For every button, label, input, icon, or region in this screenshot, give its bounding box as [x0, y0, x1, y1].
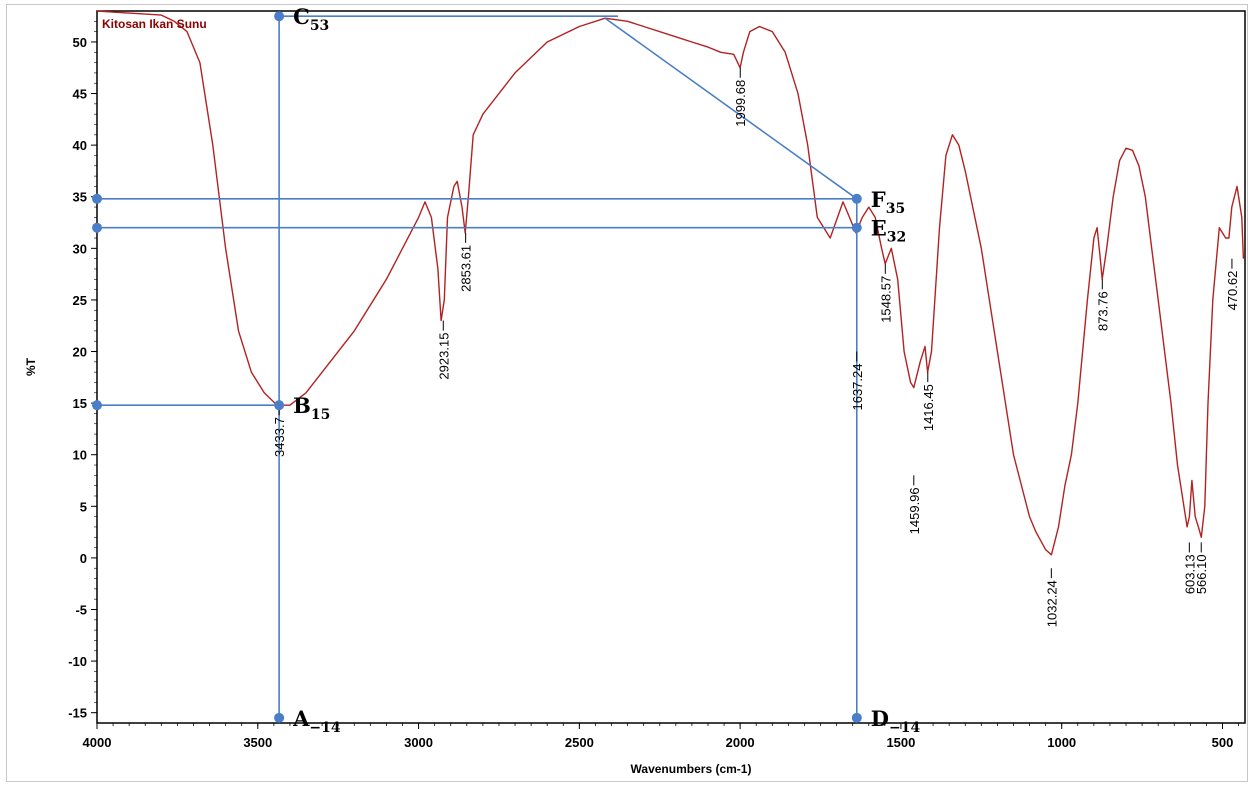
left-axis-marker — [92, 193, 102, 204]
peak-label: 3433.7 — [272, 417, 287, 457]
annotation-label-e: E32 — [871, 216, 907, 246]
y-tick-label: 30 — [73, 241, 87, 256]
annotation-subscript: −14 — [889, 720, 920, 736]
y-tick-label: 0 — [80, 551, 87, 566]
peak-label: 470.62 — [1225, 271, 1240, 311]
annotation-label-b: B15 — [293, 393, 330, 423]
peak-label: 2853.61 — [459, 245, 474, 292]
x-tick-label: 4000 — [83, 735, 112, 750]
peak-label: 873.76 — [1095, 291, 1110, 331]
annotation-subscript: −14 — [309, 720, 340, 736]
x-tick-label: 1500 — [886, 735, 915, 750]
peak-label: 1459.96 — [907, 487, 922, 534]
annotation-label-a: A−14 — [292, 706, 341, 736]
y-tick-label: 40 — [73, 138, 87, 153]
annotation-point-b — [274, 400, 285, 411]
y-tick-label: 5 — [80, 499, 87, 514]
y-tick-label: 35 — [73, 190, 87, 205]
y-tick-label: 15 — [73, 396, 87, 411]
y-tick-label: 45 — [73, 87, 87, 102]
plot-border — [96, 10, 1246, 724]
x-axis-label: Wavenumbers (cm-1) — [631, 762, 752, 776]
chart-title: Kitosan Ikan Sunu — [102, 17, 207, 31]
x-tick-label: 2500 — [565, 735, 594, 750]
annotation-subscript: 35 — [886, 201, 905, 217]
x-tick-label: 3000 — [404, 735, 433, 750]
axes — [96, 10, 1246, 724]
annotation-label-c: C53 — [293, 5, 329, 34]
peak-label: 2923.15 — [436, 333, 451, 380]
y-tick-label: -5 — [75, 602, 87, 617]
left-axis-marker — [92, 400, 102, 411]
spectrum-line — [96, 10, 1245, 556]
annotation-point-a — [274, 712, 285, 723]
x-axis-ticks: 4000 3500 3000 2500 2000 1500 1000 500 — [83, 723, 1239, 750]
baseline-line — [604, 17, 858, 200]
spectrum-series — [96, 10, 1245, 556]
annotation-subscript: 53 — [310, 18, 329, 34]
chart-frame: 4000 3500 3000 2500 2000 1500 1000 500 50 45 40 35… — [6, 4, 1248, 782]
annotation-label-d: D−14 — [871, 706, 921, 736]
peak-label: 1999.68 — [733, 80, 748, 127]
y-tick-label: -10 — [68, 654, 87, 669]
annotation-point-e — [851, 222, 862, 233]
annotation-point-d — [851, 712, 862, 723]
peak-label: 603.13 — [1182, 554, 1197, 594]
annotation-lines — [97, 15, 858, 718]
annotation-label-f: F35 — [871, 187, 905, 217]
y-tick-label: 50 — [73, 35, 87, 50]
x-tick-label: 500 — [1212, 735, 1234, 750]
x-tick-label: 3500 — [243, 735, 272, 750]
y-tick-label: 20 — [73, 345, 87, 360]
x-tick-label: 1000 — [1047, 735, 1076, 750]
x-tick-label: 2000 — [726, 735, 755, 750]
peak-label: 566.10 — [1194, 554, 1209, 594]
peak-label: 1032.24 — [1044, 580, 1059, 627]
annotation-subscript: 32 — [887, 230, 906, 246]
y-tick-label: -15 — [68, 706, 87, 721]
annotation-point-c — [274, 11, 285, 22]
y-tick-label: 25 — [73, 293, 87, 308]
left-axis-marker — [92, 222, 102, 233]
annotation-point-f — [851, 193, 862, 204]
peak-label: 1637.24 — [850, 364, 865, 411]
peak-labels: 3433.7 2923.15 2853.61 1999.68 1637.24 1548.5… — [272, 67, 1240, 627]
peak-label: 1548.57 — [878, 276, 893, 323]
y-tick-label: 10 — [73, 448, 87, 463]
ir-spectrum-chart: 4000 3500 3000 2500 2000 1500 1000 500 50454035… — [24, 5, 1246, 776]
annotation-subscript: 15 — [311, 407, 330, 423]
y-axis-label: %T — [24, 357, 38, 376]
peak-label: 1416.45 — [921, 384, 936, 431]
